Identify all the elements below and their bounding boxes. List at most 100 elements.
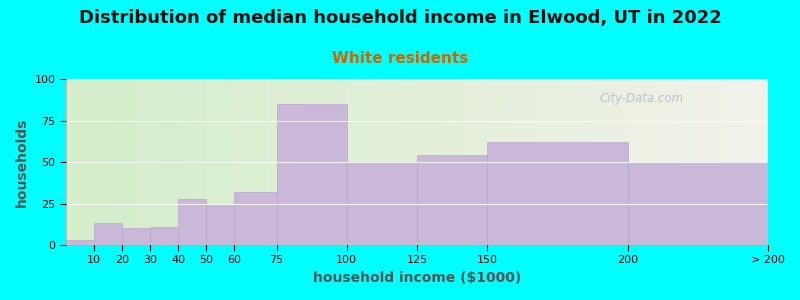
Bar <box>599 71 603 245</box>
Bar <box>199 71 203 245</box>
Bar <box>702 71 705 245</box>
Bar <box>164 71 168 245</box>
Bar <box>158 71 161 245</box>
X-axis label: household income ($1000): household income ($1000) <box>313 271 521 285</box>
Bar <box>217 71 221 245</box>
Bar <box>645 71 649 245</box>
Bar <box>712 71 715 245</box>
Bar <box>136 71 140 245</box>
Bar <box>740 71 743 245</box>
Bar <box>445 71 449 245</box>
Bar <box>336 71 340 245</box>
Bar <box>550 71 554 245</box>
Bar <box>578 71 582 245</box>
Bar <box>659 71 662 245</box>
Bar <box>666 71 670 245</box>
Bar <box>196 71 199 245</box>
Bar <box>680 71 684 245</box>
Bar <box>150 227 178 245</box>
Bar <box>758 71 761 245</box>
Bar <box>312 71 315 245</box>
Bar <box>477 71 480 245</box>
Bar <box>238 71 242 245</box>
Bar <box>126 71 129 245</box>
Bar <box>255 71 259 245</box>
Bar <box>456 71 459 245</box>
Bar <box>737 71 740 245</box>
Bar <box>582 71 586 245</box>
Bar <box>378 71 382 245</box>
Bar <box>498 71 502 245</box>
Bar <box>565 71 568 245</box>
Bar <box>249 71 252 245</box>
Bar <box>505 71 508 245</box>
Bar <box>221 71 224 245</box>
Bar <box>421 71 424 245</box>
Bar <box>77 71 80 245</box>
Bar <box>761 71 765 245</box>
Bar <box>280 71 284 245</box>
Bar <box>750 71 754 245</box>
Bar <box>628 71 631 245</box>
Bar <box>642 71 645 245</box>
Bar <box>347 71 350 245</box>
Bar <box>765 71 768 245</box>
Bar <box>108 71 112 245</box>
Bar <box>502 71 505 245</box>
Bar <box>340 71 343 245</box>
Bar <box>708 71 712 245</box>
Bar <box>674 71 677 245</box>
Bar <box>403 71 406 245</box>
Bar <box>543 71 547 245</box>
Bar <box>343 71 347 245</box>
Bar <box>203 71 206 245</box>
Bar <box>438 71 442 245</box>
Bar <box>691 71 694 245</box>
Bar <box>382 71 386 245</box>
Bar <box>234 192 277 245</box>
Bar <box>621 71 624 245</box>
Bar <box>414 71 417 245</box>
Bar <box>301 71 305 245</box>
Bar <box>530 71 533 245</box>
Bar <box>614 71 617 245</box>
Bar <box>662 71 666 245</box>
Bar <box>122 228 150 245</box>
Bar <box>462 71 466 245</box>
Bar <box>571 71 575 245</box>
Bar <box>375 71 378 245</box>
Bar <box>656 71 659 245</box>
Bar <box>526 71 530 245</box>
Bar <box>270 71 273 245</box>
Bar <box>396 71 399 245</box>
Bar <box>118 71 122 245</box>
Bar <box>73 71 77 245</box>
Bar <box>628 162 768 245</box>
Bar <box>178 71 182 245</box>
Bar <box>174 71 178 245</box>
Bar <box>519 71 522 245</box>
Bar <box>87 71 90 245</box>
Bar <box>66 240 94 245</box>
Bar <box>133 71 136 245</box>
Bar <box>80 71 83 245</box>
Bar <box>105 71 108 245</box>
Bar <box>698 71 702 245</box>
Bar <box>417 71 421 245</box>
Bar <box>266 71 270 245</box>
Bar <box>652 71 656 245</box>
Bar <box>210 71 214 245</box>
Bar <box>393 71 396 245</box>
Bar <box>719 71 722 245</box>
Bar <box>83 71 87 245</box>
Bar <box>547 71 550 245</box>
Bar <box>733 71 737 245</box>
Bar <box>361 71 364 245</box>
Bar <box>670 71 674 245</box>
Bar <box>442 71 445 245</box>
Bar <box>333 71 336 245</box>
Bar <box>168 71 171 245</box>
Bar <box>508 71 512 245</box>
Bar <box>536 71 540 245</box>
Bar <box>593 71 596 245</box>
